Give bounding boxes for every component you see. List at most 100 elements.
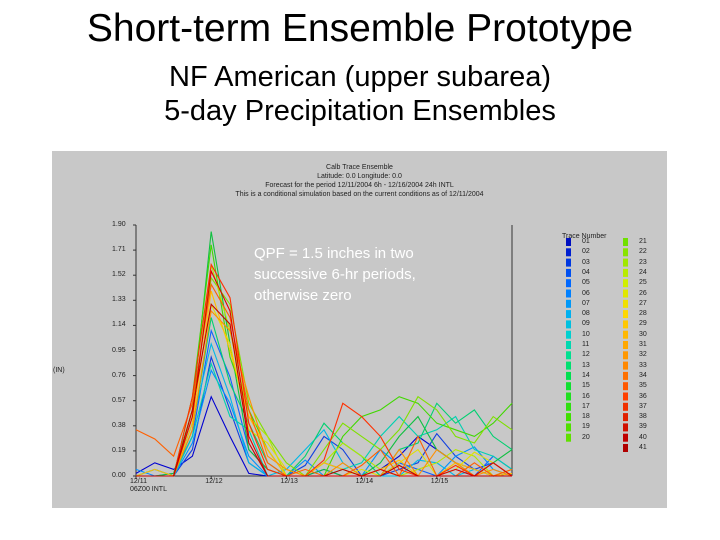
slide-title: Short-term Ensemble Prototype bbox=[86, 7, 634, 50]
legend-label: 20 bbox=[582, 433, 590, 441]
legend-label: 27 bbox=[639, 299, 647, 307]
ensemble-line-chart bbox=[133, 224, 628, 479]
legend-swatch bbox=[623, 299, 628, 308]
legend-swatch bbox=[623, 341, 628, 349]
legend-label: 21 bbox=[639, 238, 647, 245]
y-tick-label: 1.52 bbox=[112, 271, 126, 279]
qpf-annotation: QPF = 1.5 inches in two successive 6-hr … bbox=[254, 245, 416, 304]
legend-swatch bbox=[566, 238, 571, 246]
legend-swatch bbox=[623, 351, 628, 360]
legend-swatch bbox=[566, 423, 571, 432]
legend-label: 18 bbox=[582, 413, 590, 421]
series-line-18 bbox=[136, 303, 512, 477]
legend-label: 03 bbox=[582, 258, 590, 266]
legend-label: 39 bbox=[639, 423, 647, 431]
legend-swatch bbox=[566, 268, 571, 277]
legend-swatch bbox=[623, 258, 628, 267]
x-tick-label: 12/11 06Z00 INTL bbox=[130, 478, 167, 493]
legend-swatch bbox=[566, 341, 571, 349]
y-tick-label: 1.33 bbox=[112, 296, 126, 304]
legend-label: 02 bbox=[582, 248, 590, 256]
chart-forecast-period: Forecast for the period 12/11/2004 6h - … bbox=[265, 182, 454, 189]
legend-label: 09 bbox=[582, 320, 590, 328]
x-tick-label: 12/15 bbox=[430, 478, 449, 485]
y-tick-label: 0.19 bbox=[112, 446, 126, 454]
y-tick-label: 1.90 bbox=[112, 221, 126, 228]
legend-swatch bbox=[623, 320, 628, 329]
legend-label: 17 bbox=[582, 402, 590, 410]
legend-label: 30 bbox=[639, 330, 647, 338]
legend-swatch bbox=[623, 413, 628, 422]
chart-location: Latitude: 0.0 Longitude: 0.0 bbox=[317, 173, 402, 180]
legend-label: 41 bbox=[639, 444, 647, 451]
legend-swatch bbox=[566, 330, 571, 339]
legend-swatch bbox=[623, 361, 628, 370]
legend-swatch bbox=[623, 330, 628, 339]
legend-label: 06 bbox=[582, 289, 590, 297]
legend-swatch bbox=[566, 248, 571, 257]
legend-label: 13 bbox=[582, 361, 590, 369]
legend-label: 32 bbox=[639, 351, 647, 359]
legend-label: 11 bbox=[582, 341, 590, 348]
legend-label: 14 bbox=[582, 371, 590, 379]
legend-label: 29 bbox=[639, 320, 647, 328]
legend-label: 23 bbox=[639, 258, 647, 266]
legend-swatch bbox=[623, 268, 628, 277]
legend-swatch bbox=[566, 299, 571, 308]
legend-swatch bbox=[566, 279, 571, 288]
legend-swatch bbox=[623, 392, 628, 401]
legend-swatch bbox=[566, 402, 571, 411]
legend-swatch bbox=[623, 433, 628, 442]
series-line-13 bbox=[135, 290, 513, 477]
y-axis-label: (IN) bbox=[53, 367, 65, 374]
legend-label: 37 bbox=[639, 402, 647, 410]
legend-swatch bbox=[566, 320, 571, 329]
legend-label: 01 bbox=[582, 238, 590, 245]
slide-subtitle-line2: 5-day Precipitation Ensembles bbox=[164, 95, 556, 127]
legend-label: 26 bbox=[639, 289, 647, 297]
y-tick-label: 1.71 bbox=[112, 246, 126, 254]
legend-label: 36 bbox=[639, 392, 647, 400]
x-tick-label: 12/13 bbox=[280, 478, 298, 485]
y-tick-label: 1.14 bbox=[112, 321, 126, 329]
legend-label: 25 bbox=[639, 279, 647, 287]
legend-label: 05 bbox=[582, 279, 590, 287]
legend-swatch bbox=[623, 444, 628, 452]
legend-label: 12 bbox=[582, 351, 590, 359]
legend-label: 15 bbox=[582, 382, 590, 390]
legend-swatch bbox=[623, 289, 628, 298]
chart-title: Calb Trace Ensemble bbox=[326, 164, 393, 171]
legend-swatch bbox=[566, 310, 571, 319]
legend-swatch bbox=[566, 371, 571, 380]
legend-swatch bbox=[623, 423, 628, 432]
legend-label: 07 bbox=[582, 299, 590, 307]
y-tick-label: 0.57 bbox=[112, 396, 126, 404]
legend-label: 33 bbox=[639, 361, 647, 369]
y-tick-label: 0.38 bbox=[112, 421, 126, 429]
legend-swatch bbox=[566, 361, 571, 370]
legend-swatch bbox=[566, 351, 571, 360]
legend-label: 16 bbox=[582, 392, 590, 400]
x-tick-label: 12/14 bbox=[355, 478, 374, 485]
y-tick-label: 0.95 bbox=[112, 346, 126, 354]
legend-label: 28 bbox=[639, 310, 647, 318]
series-line-16 bbox=[136, 262, 512, 477]
legend-title: Trace Number bbox=[562, 233, 607, 240]
legend-swatch bbox=[566, 392, 571, 401]
legend-label: 08 bbox=[582, 310, 590, 318]
legend-swatch bbox=[623, 279, 628, 288]
legend-label: 10 bbox=[582, 330, 590, 338]
chart-panel: Calb Trace Ensemble Latitude: 0.0 Longit… bbox=[52, 151, 667, 508]
y-tick-label: 0.00 bbox=[112, 472, 126, 479]
legend-swatch bbox=[566, 433, 571, 442]
slide-subtitle-line1: NF American (upper subarea) bbox=[169, 61, 551, 93]
legend-label: 24 bbox=[639, 268, 647, 276]
legend-swatch bbox=[623, 371, 628, 380]
legend-swatch bbox=[623, 402, 628, 411]
legend-swatch bbox=[566, 258, 571, 267]
legend-swatch bbox=[566, 382, 571, 391]
legend-label: 38 bbox=[639, 413, 647, 421]
legend-swatch bbox=[566, 413, 571, 422]
legend-swatch bbox=[566, 289, 571, 298]
legend-label: 22 bbox=[639, 248, 647, 256]
